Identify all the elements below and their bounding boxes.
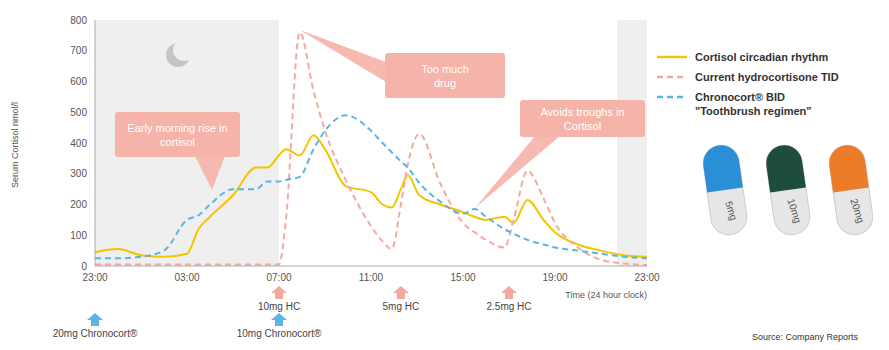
html-text:Chronocort® BID: Chronocort® BID <box>695 91 785 103</box>
svg-text:200: 200 <box>70 199 87 210</box>
html-text:Cortisol circadian rhythm: Cortisol circadian rhythm <box>695 51 829 63</box>
html-text:Current hydrocortisone TID: Current hydrocortisone TID <box>695 71 839 83</box>
svg-text:400: 400 <box>70 138 87 149</box>
html-text:Too much drug: Too much drug <box>421 62 469 89</box>
svg-text:20mg Chronocort®: 20mg Chronocort® <box>53 328 138 339</box>
svg-text:Source: Company Reports: Source: Company Reports <box>752 332 859 342</box>
html-text:Avoids troughs in Cortisol: Avoids troughs in Cortisol <box>540 105 625 132</box>
svg-text:800: 800 <box>70 15 87 26</box>
svg-text:100: 100 <box>70 230 87 241</box>
svg-text:07:00: 07:00 <box>266 272 291 283</box>
svg-text:300: 300 <box>70 168 87 179</box>
svg-text:20mg: 20mg <box>848 197 866 224</box>
svg-text:600: 600 <box>70 76 87 87</box>
svg-text:Time (24 hour clock): Time (24 hour clock) <box>565 290 647 300</box>
svg-text:700: 700 <box>70 45 87 56</box>
html-text:"Toothbrush regimen": "Toothbrush regimen" <box>695 105 812 117</box>
svg-text:23:00: 23:00 <box>82 272 107 283</box>
svg-text:5mg: 5mg <box>723 200 739 222</box>
svg-text:03:00: 03:00 <box>174 272 199 283</box>
svg-text:15:00: 15:00 <box>450 272 475 283</box>
svg-text:11:00: 11:00 <box>359 272 384 283</box>
svg-text:5mg HC: 5mg HC <box>383 301 420 312</box>
svg-text:0: 0 <box>81 261 87 272</box>
svg-text:Serum Cortisol nmol/l: Serum Cortisol nmol/l <box>10 102 20 188</box>
svg-text:10mg HC: 10mg HC <box>258 301 300 312</box>
svg-text:10mg: 10mg <box>785 197 803 224</box>
html-text:Early morning rise in cortisol: Early morning rise in cortisol <box>127 121 228 148</box>
svg-text:500: 500 <box>70 107 87 118</box>
svg-text:19:00: 19:00 <box>542 272 567 283</box>
svg-text:10mg Chronocort®: 10mg Chronocort® <box>237 328 322 339</box>
svg-text:23:00: 23:00 <box>634 272 659 283</box>
svg-text:2.5mg HC: 2.5mg HC <box>486 301 531 312</box>
